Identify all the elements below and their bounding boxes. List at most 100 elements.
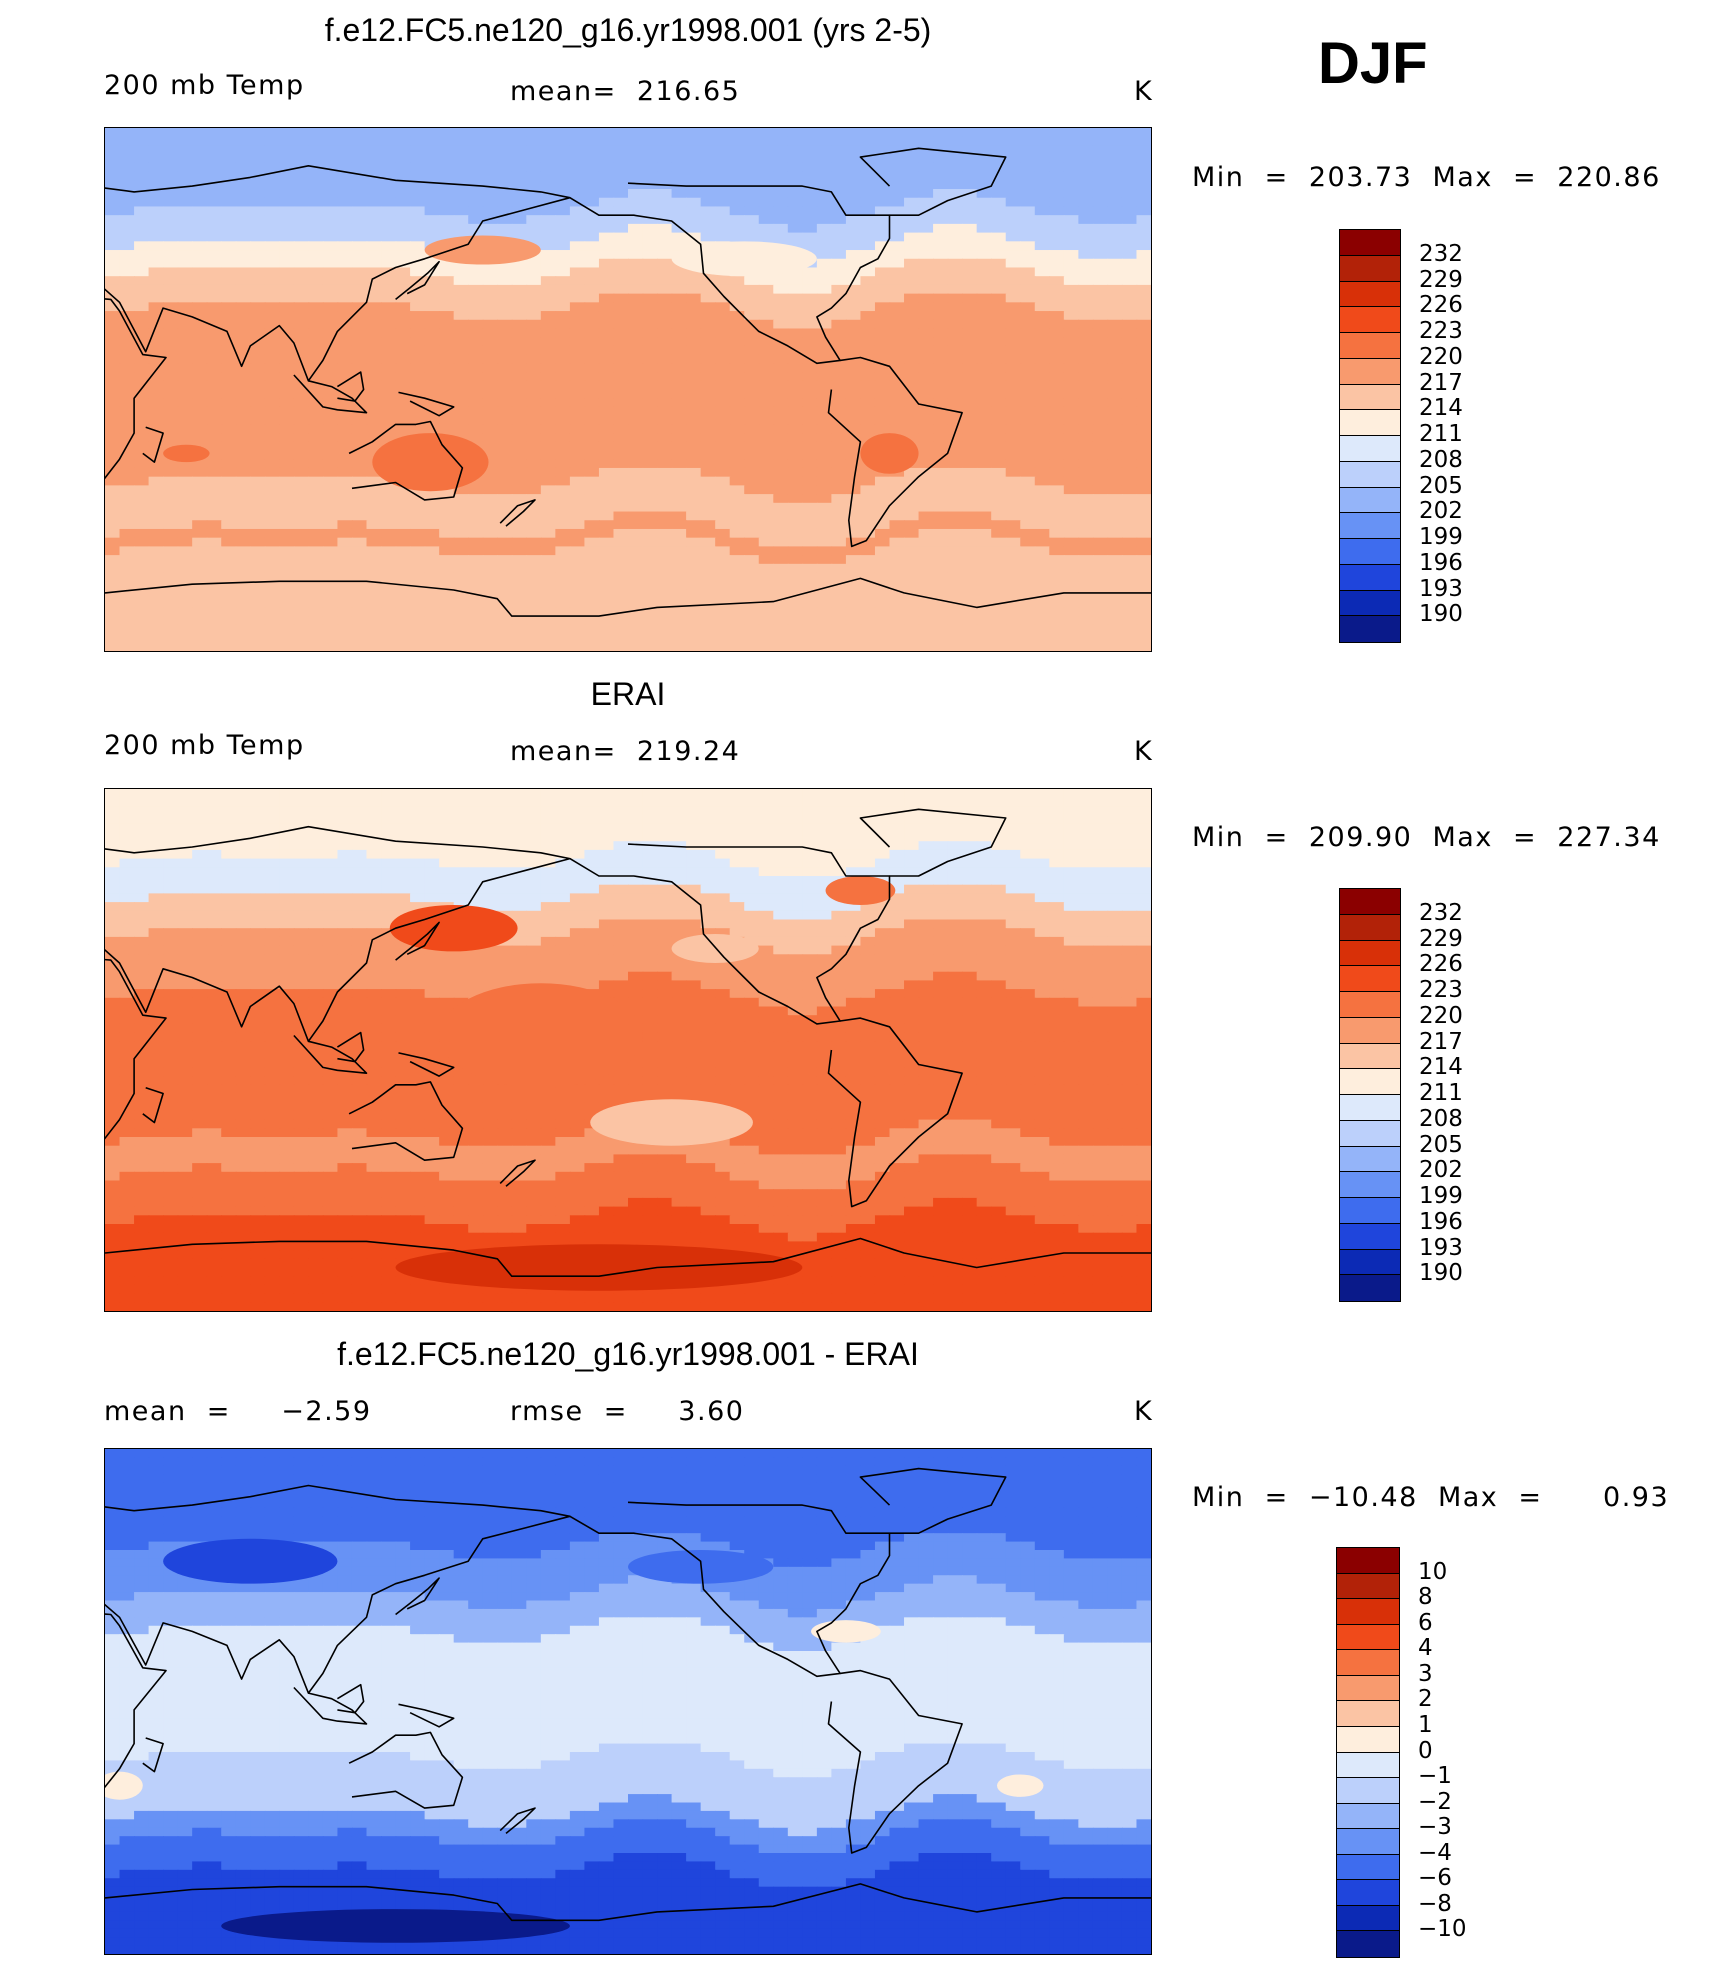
colorbar-label: 199 <box>1419 524 1463 550</box>
colorbar-label: 229 <box>1419 925 1463 952</box>
colorbar-label: 190 <box>1419 1260 1463 1287</box>
colorbar-swatch <box>1340 590 1400 617</box>
colorbar-label: −1 <box>1418 1763 1452 1790</box>
panel-3-units: K <box>1134 1396 1154 1427</box>
colorbar-label: 232 <box>1419 240 1463 267</box>
coastline <box>336 1683 365 1714</box>
panel-3-minmax: Min = −10.48 Max = 0.93 <box>1192 1482 1670 1513</box>
coastline <box>293 1034 368 1075</box>
colorbar-label: 196 <box>1419 549 1463 576</box>
panel-2-map <box>104 788 1152 1312</box>
colorbar-label: 202 <box>1419 1157 1463 1184</box>
colorbar-swatch <box>1337 1931 1399 1957</box>
map-field <box>105 1449 1151 1954</box>
colorbar-swatch <box>1340 384 1400 411</box>
panel-3-mean-label: mean = −2.59 <box>104 1396 372 1427</box>
panel-1-title: f.e12.FC5.ne120_g16.yr1998.001 (yrs 2-5) <box>324 12 932 48</box>
coastline <box>499 1807 536 1835</box>
colorbar-label: 220 <box>1419 1002 1463 1029</box>
colorbar-swatch <box>1340 1017 1400 1044</box>
coastline <box>293 374 368 414</box>
colorbar-swatch <box>1340 307 1400 333</box>
panel-1-units: K <box>1134 76 1154 107</box>
panel-2-variable-label: 200 mb Temp <box>104 730 305 761</box>
coastline <box>395 1577 440 1616</box>
colorbar-swatch <box>1340 992 1400 1018</box>
colorbar-label: 3 <box>1418 1660 1433 1687</box>
colorbar-swatch <box>1340 1095 1400 1121</box>
colorbar-label: 2 <box>1418 1686 1433 1713</box>
colorbar-swatch <box>1337 1829 1399 1855</box>
colorbar-swatch <box>1340 966 1400 992</box>
colorbar-swatch <box>1337 1548 1399 1574</box>
panel-2-title: ERAI <box>590 676 666 712</box>
coastline <box>142 426 164 463</box>
colorbar-label: 196 <box>1419 1208 1463 1235</box>
coastline <box>827 1669 963 1854</box>
colorbar-swatch <box>1340 333 1400 359</box>
colorbar-label: 4 <box>1418 1635 1433 1662</box>
colorbar-swatch <box>1340 1069 1400 1095</box>
coastline <box>105 1484 571 1694</box>
coastline <box>859 147 1007 216</box>
colorbar-swatch <box>1340 461 1400 488</box>
coastline <box>105 958 167 1140</box>
colorbar-swatch <box>1337 1726 1399 1753</box>
colorbar-swatch <box>1340 513 1400 539</box>
panel-1-variable-label: 200 mb Temp <box>104 70 305 101</box>
colorbar-swatch <box>1340 1198 1400 1224</box>
panel-1-minmax: Min = 203.73 Max = 220.86 <box>1192 162 1661 193</box>
colorbar-swatch <box>1340 436 1400 462</box>
colorbar-swatch <box>1337 1803 1399 1830</box>
colorbar-label: −6 <box>1418 1865 1452 1892</box>
coastline <box>859 808 1007 877</box>
panel-3-title: f.e12.FC5.ne120_g16.yr1998.001 - ERAI <box>337 1336 919 1372</box>
season-label: DJF <box>1318 31 1428 96</box>
colorbar-swatch <box>1340 410 1400 436</box>
map-field <box>105 128 1151 651</box>
colorbar-swatch <box>1340 487 1400 514</box>
colorbar-swatch <box>1337 1599 1399 1625</box>
coastline <box>569 182 891 365</box>
colorbar-label: −4 <box>1418 1839 1452 1866</box>
colorbar-label: 208 <box>1419 1105 1463 1132</box>
coastline <box>395 921 440 961</box>
colorbar-label: 223 <box>1419 318 1463 344</box>
panel-2-minmax: Min = 209.90 Max = 227.34 <box>1192 822 1661 853</box>
colorbar-label: 202 <box>1419 498 1463 525</box>
colorbar-swatch <box>1340 940 1400 967</box>
colorbar-swatch <box>1340 616 1400 642</box>
coastline <box>398 391 455 417</box>
colorbar-label: 217 <box>1419 1028 1463 1055</box>
panel-1-map <box>104 127 1152 652</box>
coastline <box>859 1467 1007 1534</box>
coastline <box>105 577 1151 617</box>
panel-2-units: K <box>1134 736 1154 767</box>
coastline <box>348 1731 464 1809</box>
colorbar-swatch <box>1340 358 1400 385</box>
colorbar-swatch <box>1340 230 1400 256</box>
colorbar-label: 208 <box>1419 446 1463 473</box>
coastline <box>105 298 167 480</box>
panel-3-colorbar <box>1336 1547 1400 1958</box>
coastline <box>105 1237 1151 1278</box>
colorbar-swatch <box>1340 281 1400 308</box>
colorbar-label: 205 <box>1419 472 1463 499</box>
colorbar-swatch <box>1340 564 1400 591</box>
colorbar-label: 10 <box>1418 1558 1448 1585</box>
coastline <box>336 1031 365 1063</box>
colorbar-swatch <box>1337 1880 1399 1906</box>
colorbar-label: 214 <box>1419 395 1463 422</box>
colorbar-label: 8 <box>1418 1584 1433 1611</box>
colorbar-swatch <box>1340 1223 1400 1250</box>
coastline <box>569 843 891 1025</box>
colorbar-swatch <box>1340 1043 1400 1070</box>
colorbar-swatch <box>1337 1624 1399 1651</box>
colorbar-label: −8 <box>1418 1890 1452 1917</box>
colorbar-label: 205 <box>1419 1131 1463 1158</box>
colorbar-swatch <box>1340 1172 1400 1198</box>
colorbar-label: 217 <box>1419 369 1463 396</box>
panel-3-rmse-label: rmse = 3.60 <box>510 1396 745 1427</box>
colorbar-label: 199 <box>1419 1183 1463 1209</box>
colorbar-label: 223 <box>1419 977 1463 1003</box>
